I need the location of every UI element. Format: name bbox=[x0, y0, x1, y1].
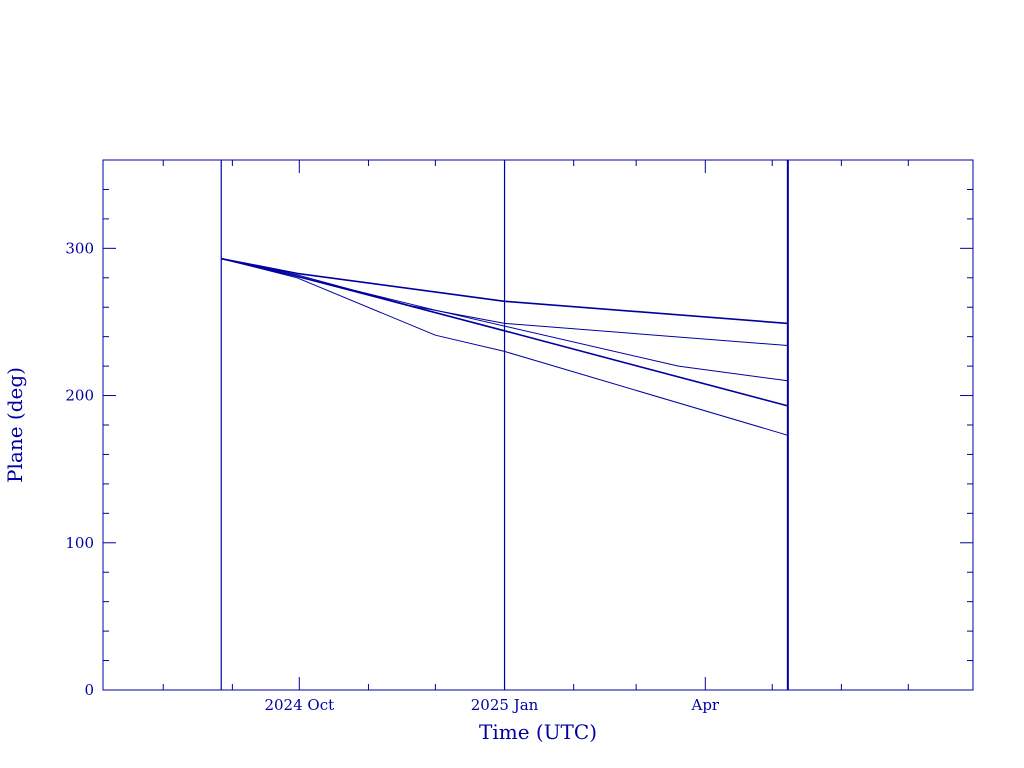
series-line-1 bbox=[221, 257, 788, 325]
tick-labels: 0 100 200 300 2024 Oct 2025 Jan Apr bbox=[65, 239, 720, 714]
series-line-5 bbox=[221, 258, 788, 436]
y-axis-title: Plane (deg) bbox=[3, 367, 27, 483]
y-tick-label: 300 bbox=[65, 239, 94, 257]
series-line-4 bbox=[221, 257, 789, 407]
plot-frame bbox=[102, 159, 974, 691]
vertical-markers bbox=[220, 160, 789, 690]
x-tick-label: 2024 Oct bbox=[264, 696, 334, 714]
y-tick-label: 100 bbox=[65, 534, 94, 552]
x-tick-label: Apr bbox=[691, 696, 720, 714]
axis-ticks bbox=[103, 159, 973, 691]
y-tick-label: 200 bbox=[65, 387, 94, 405]
x-tick-label: 2025 Jan bbox=[471, 696, 539, 714]
series-lines bbox=[221, 257, 789, 436]
y-tick-label: 0 bbox=[84, 681, 94, 699]
x-axis-title: Time (UTC) bbox=[479, 720, 597, 744]
